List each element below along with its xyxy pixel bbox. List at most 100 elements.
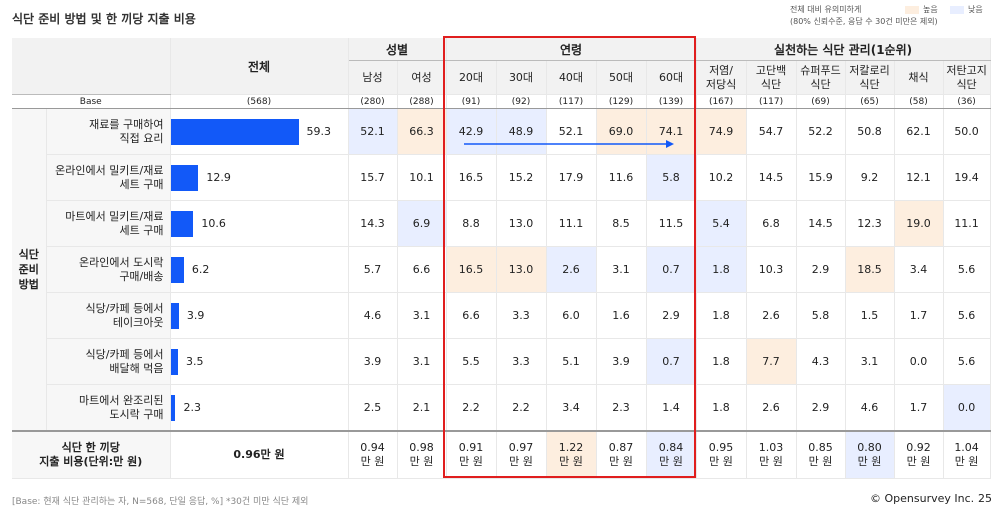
- header-blank: [12, 38, 171, 95]
- data-cell: 17.9: [546, 154, 597, 201]
- legend-high-swatch: [905, 6, 919, 14]
- data-cell: 3.1: [596, 246, 647, 293]
- base-label: Base: [12, 94, 171, 109]
- base-value: (139): [646, 94, 697, 109]
- data-cell: 5.8: [796, 292, 846, 339]
- total-bar-value: 12.9: [206, 171, 231, 184]
- data-cell: 6.6: [397, 246, 447, 293]
- data-cell: 0.7: [646, 246, 697, 293]
- data-cell: 6.8: [746, 200, 797, 247]
- data-cell: 5.8: [646, 154, 697, 201]
- data-cell: 8.5: [596, 200, 647, 247]
- footer-note: [Base: 현재 식단 관리하는 자, N=568, 단일 응답, %] *3…: [12, 497, 309, 507]
- table-row: 식단 준비 방법 재료를 구매하여 직접 요리 59.3 52.1 66.3 42.9 48…: [12, 108, 991, 432]
- data-cell: 11.1: [546, 200, 597, 247]
- data-cell: 52.1: [546, 108, 597, 155]
- data-cell: 3.1: [397, 338, 447, 385]
- data-cell: 10.3: [746, 246, 797, 293]
- spend-row: 식단 한 끼당 지출 비용(단위:만 원) 0.96만 원 0.94 만 원 0.98…: [12, 430, 991, 479]
- total-bar: [170, 210, 194, 237]
- data-cell: 2.6: [746, 384, 797, 432]
- page-title: 식단 준비 방법 및 한 끼당 지출 비용: [12, 12, 196, 26]
- data-cell: 5.7: [348, 246, 398, 293]
- data-cell: 0.0: [894, 338, 944, 385]
- data-cell: 14.3: [348, 200, 398, 247]
- base-value: (91): [446, 94, 497, 109]
- base-value: (280): [348, 94, 398, 109]
- total-bar: [170, 118, 299, 145]
- legend-note-line2: (80% 신뢰수준, 응답 수 30건 미만은 제외): [790, 17, 938, 26]
- data-cell: 48.9: [496, 108, 547, 155]
- table-row: 식당/카페 등에서 배달해 먹음 3.5 3.9 3.1 5.5 3.3 5.1 3.9 0.7…: [12, 338, 991, 385]
- data-cell: 62.1: [894, 108, 944, 155]
- data-cell: 19.0: [894, 200, 944, 247]
- data-cell: 2.9: [646, 292, 697, 339]
- header-col-7: 저염/ 저당식: [696, 60, 747, 95]
- data-cell: 66.3: [397, 108, 447, 155]
- total-bar-value: 3.5: [186, 355, 204, 368]
- spend-cell: 0.85 만 원: [796, 430, 846, 479]
- spend-cell: 0.94 만 원: [348, 430, 398, 479]
- data-cell: 3.9: [596, 338, 647, 385]
- data-cell: 1.8: [696, 292, 747, 339]
- row-label: 온라인에서 도시락 구매/배송: [46, 246, 171, 293]
- header-col-12: 저탄고지 식단: [943, 60, 991, 95]
- data-cell: 2.5: [348, 384, 398, 432]
- table-row: 온라인에서 도시락 구매/배송 6.2 5.7 6.6 16.5 13.0 2.6 3.1 0.…: [12, 246, 991, 293]
- header-col-8: 고단백 식단: [746, 60, 797, 95]
- row-label: 재료를 구매하여 직접 요리: [46, 108, 171, 155]
- data-cell: 16.5: [446, 246, 497, 293]
- header-col-1: 여성: [397, 60, 447, 95]
- base-value: (167): [696, 94, 747, 109]
- data-cell: 1.7: [894, 384, 944, 432]
- data-cell: 3.4: [894, 246, 944, 293]
- legend-high-label: 높음: [923, 5, 938, 14]
- data-cell: 3.4: [546, 384, 597, 432]
- data-cell: 7.7: [746, 338, 797, 385]
- data-cell: 54.7: [746, 108, 797, 155]
- row-label: 식당/카페 등에서 테이크아웃: [46, 292, 171, 339]
- data-cell: 4.6: [348, 292, 398, 339]
- data-cell: 5.6: [943, 292, 991, 339]
- data-cell: 4.6: [845, 384, 895, 432]
- data-cell: 3.1: [397, 292, 447, 339]
- header-col-9: 슈퍼푸드 식단: [796, 60, 846, 95]
- data-cell: 4.3: [796, 338, 846, 385]
- total-bar-value: 2.3: [183, 401, 201, 414]
- data-cell: 5.1: [546, 338, 597, 385]
- data-cell: 9.2: [845, 154, 895, 201]
- legend-note: 전체 대비 유의미하게 (80% 신뢰수준, 응답 수 30건 미만은 제외): [790, 4, 938, 28]
- spend-cell: 0.87 만 원: [596, 430, 647, 479]
- trend-arrow-icon: [464, 140, 674, 148]
- data-cell: 11.6: [596, 154, 647, 201]
- legend-low-label: 낮음: [968, 5, 983, 14]
- total-bar-cell: 59.3: [170, 108, 349, 155]
- legend-low-swatch: [950, 6, 964, 14]
- header-sub-row: 남성 여성 20대 30대 40대 50대 60대 저염/ 저당식 고단백 식단 슈퍼푸드 식단 저…: [12, 60, 991, 95]
- header-age: 연령: [446, 38, 697, 61]
- data-cell: 1.8: [696, 246, 747, 293]
- total-bar-cell: 2.3: [170, 384, 349, 432]
- data-cell: 15.9: [796, 154, 846, 201]
- spend-label: 식단 한 끼당 지출 비용(단위:만 원): [12, 430, 171, 479]
- data-cell: 74.1: [646, 108, 697, 155]
- total-bar-value: 59.3: [306, 125, 332, 138]
- total-bar: [170, 164, 199, 191]
- data-cell: 5.4: [696, 200, 747, 247]
- total-bar-cell: 6.2: [170, 246, 349, 293]
- header-total: 전체: [170, 38, 349, 95]
- data-cell: 3.1: [845, 338, 895, 385]
- data-cell: 6.0: [546, 292, 597, 339]
- data-cell: 1.8: [696, 384, 747, 432]
- data-cell: 69.0: [596, 108, 647, 155]
- brand-copyright: © Opensurvey Inc.: [870, 492, 975, 505]
- data-cell: 5.5: [446, 338, 497, 385]
- base-value: (117): [546, 94, 597, 109]
- data-cell: 15.7: [348, 154, 398, 201]
- data-cell: 12.1: [894, 154, 944, 201]
- data-cell: 11.1: [943, 200, 991, 247]
- base-row: Base (568) (280) (288) (91) (92) (117) (129)(…: [12, 94, 991, 109]
- data-cell: 12.3: [845, 200, 895, 247]
- data-cell: 3.3: [496, 292, 547, 339]
- data-cell: 52.1: [348, 108, 398, 155]
